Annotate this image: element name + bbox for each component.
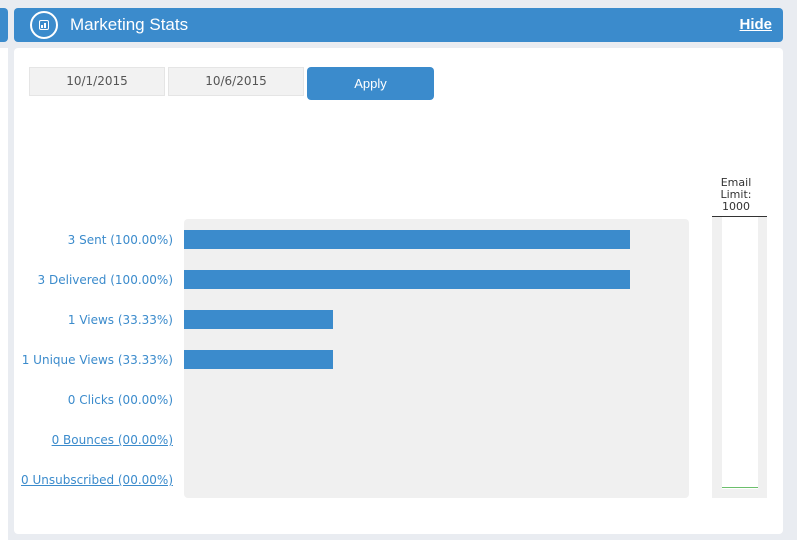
- start-date-field[interactable]: 10/1/2015: [29, 67, 165, 96]
- panel-header: Marketing Stats Hide: [14, 8, 783, 42]
- stats-panel: 10/1/2015 10/6/2015 Apply 3 Sent (100.00…: [14, 48, 783, 534]
- stat-label: 1 Views (33.33%): [67, 313, 173, 327]
- email-limit-text: Email Limit:: [720, 176, 752, 201]
- stat-label[interactable]: 0 Unsubscribed (00.00%): [21, 473, 173, 487]
- stat-bar: [184, 230, 630, 249]
- stat-label: 0 Clicks (00.00%): [67, 393, 173, 407]
- panel-title: Marketing Stats: [70, 15, 189, 34]
- stat-bar: [184, 270, 630, 289]
- stat-bar: [184, 350, 333, 369]
- left-panel-header-edge: [0, 8, 8, 42]
- email-limit-value: 1000: [722, 200, 750, 213]
- stat-label: 1 Unique Views (33.33%): [21, 353, 173, 367]
- email-limit-gauge-inner: [722, 217, 758, 489]
- email-limit-label: Email Limit: 1000: [712, 177, 760, 213]
- hide-link[interactable]: Hide: [739, 16, 772, 33]
- stat-label: 3 Delivered (100.00%): [37, 273, 173, 287]
- left-panel-edge: [0, 48, 8, 540]
- email-limit-line: [712, 216, 767, 217]
- stat-bar: [184, 310, 333, 329]
- chart-icon: [30, 11, 58, 39]
- stat-label: 3 Sent (100.00%): [67, 233, 173, 247]
- stat-label[interactable]: 0 Bounces (00.00%): [51, 433, 173, 447]
- end-date-field[interactable]: 10/6/2015: [168, 67, 304, 96]
- email-limit-fill: [722, 487, 758, 488]
- apply-button[interactable]: Apply: [307, 67, 434, 100]
